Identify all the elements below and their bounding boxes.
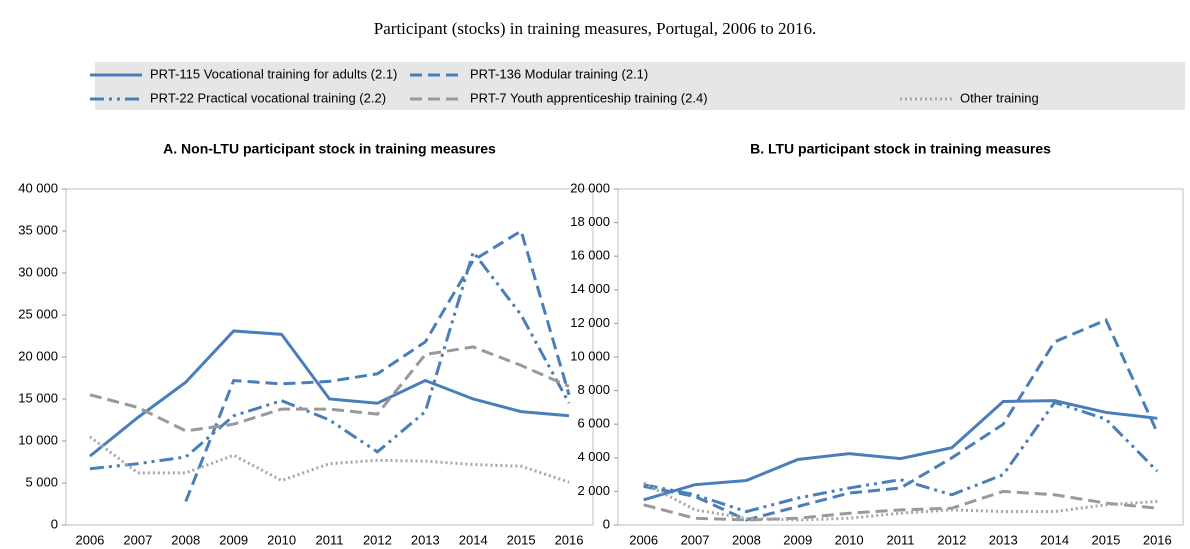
x-tick-label: 2014 bbox=[1040, 532, 1069, 547]
y-tick-label: 10 000 bbox=[18, 432, 58, 447]
x-tick-label: 2008 bbox=[732, 532, 761, 547]
legend-label: Other training bbox=[960, 90, 1039, 105]
x-tick-label: 2012 bbox=[937, 532, 966, 547]
legend-label: PRT-115 Vocational training for adults (… bbox=[150, 66, 397, 81]
x-tick-label: 2010 bbox=[835, 532, 864, 547]
y-tick-label: 18 000 bbox=[570, 214, 610, 229]
y-tick-label: 6 000 bbox=[577, 416, 610, 431]
y-tick-label: 12 000 bbox=[570, 315, 610, 330]
y-tick-label: 0 bbox=[51, 516, 58, 531]
y-tick-label: 30 000 bbox=[18, 264, 58, 279]
y-tick-label: 5 000 bbox=[25, 474, 58, 489]
chart-title: Participant (stocks) in training measure… bbox=[374, 19, 816, 38]
y-tick-label: 20 000 bbox=[570, 180, 610, 195]
y-tick-label: 16 000 bbox=[570, 248, 610, 263]
series-line bbox=[184, 228, 571, 503]
y-tick-label: 35 000 bbox=[18, 222, 58, 237]
y-tick-label: 8 000 bbox=[577, 382, 610, 397]
x-tick-label: 2008 bbox=[171, 532, 200, 547]
series-line bbox=[643, 489, 1158, 522]
legend-label: PRT-22 Practical vocational training (2.… bbox=[150, 90, 386, 105]
series-line bbox=[643, 399, 1158, 502]
y-tick-label: 20 000 bbox=[18, 348, 58, 363]
legend-background bbox=[95, 62, 1185, 110]
series-line bbox=[643, 318, 1159, 522]
x-tick-label: 2011 bbox=[887, 532, 915, 547]
series-line bbox=[642, 481, 1158, 522]
legend-label: PRT-136 Modular training (2.1) bbox=[470, 66, 648, 81]
x-tick-label: 2007 bbox=[681, 532, 710, 547]
y-tick-label: 40 000 bbox=[18, 180, 58, 195]
y-tick-label: 25 000 bbox=[18, 306, 58, 321]
series-line bbox=[89, 329, 570, 458]
x-tick-label: 2010 bbox=[267, 532, 296, 547]
y-tick-label: 15 000 bbox=[18, 390, 58, 405]
x-tick-label: 2007 bbox=[123, 532, 152, 547]
plot-area bbox=[617, 188, 1184, 526]
x-tick-label: 2011 bbox=[316, 532, 344, 547]
plot-area bbox=[65, 188, 594, 526]
x-tick-label: 2013 bbox=[989, 532, 1018, 547]
x-tick-label: 2006 bbox=[629, 532, 658, 547]
series-line bbox=[89, 345, 570, 433]
x-tick-label: 2016 bbox=[555, 532, 584, 547]
x-tick-label: 2015 bbox=[507, 532, 536, 547]
y-tick-label: 4 000 bbox=[577, 449, 610, 464]
y-tick-label: 10 000 bbox=[570, 348, 610, 363]
y-tick-label: 0 bbox=[603, 516, 610, 531]
y-tick-label: 2 000 bbox=[577, 483, 610, 498]
series-line bbox=[89, 248, 571, 471]
x-tick-label: 2016 bbox=[1143, 532, 1172, 547]
series-line bbox=[89, 435, 570, 484]
y-tick-label: 14 000 bbox=[570, 281, 610, 296]
x-tick-label: 2012 bbox=[363, 532, 392, 547]
x-tick-label: 2013 bbox=[411, 532, 440, 547]
x-tick-label: 2006 bbox=[75, 532, 104, 547]
legend-label: PRT-7 Youth apprenticeship training (2.4… bbox=[470, 90, 708, 105]
x-tick-label: 2009 bbox=[783, 532, 812, 547]
panel-title: B. LTU participant stock in training mea… bbox=[750, 141, 1051, 157]
panel-title: A. Non-LTU participant stock in training… bbox=[163, 141, 496, 157]
x-tick-label: 2009 bbox=[219, 532, 248, 547]
x-tick-label: 2015 bbox=[1091, 532, 1120, 547]
x-tick-label: 2014 bbox=[459, 532, 488, 547]
